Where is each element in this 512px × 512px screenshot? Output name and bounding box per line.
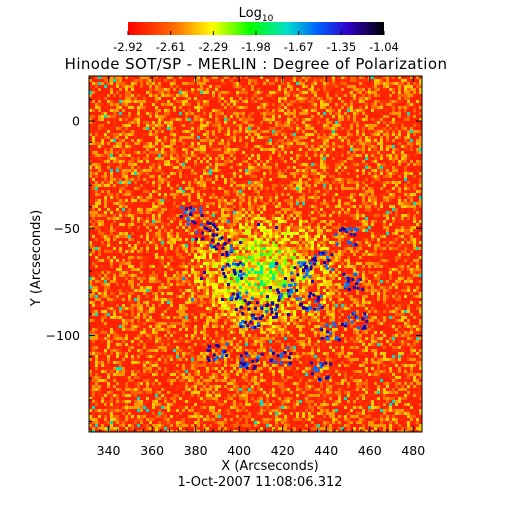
colorbar-tick-label: -1.98 — [241, 40, 271, 54]
y-tick-label: 0 — [72, 114, 80, 129]
x-tick-label: 460 — [358, 443, 382, 458]
x-tick-label: 340 — [97, 443, 121, 458]
colorbar-tick-label: -1.04 — [369, 40, 399, 54]
chart-title: Hinode SOT/SP - MERLIN : Degree of Polar… — [65, 55, 448, 73]
x-tick-label: 440 — [314, 443, 338, 458]
y-axis: 0 −50 −100 — [46, 77, 422, 422]
y-tick-label: −100 — [46, 328, 80, 343]
colorbar-ticks: -2.92 -2.61 -2.29 -1.98 -1.67 -1.35 -1.04 — [113, 31, 399, 54]
colorbar-tick-label: -2.92 — [113, 40, 143, 54]
x-tick-label: 480 — [401, 443, 425, 458]
colorbar-tick-label: -2.61 — [156, 40, 186, 54]
plot-frame — [88, 75, 423, 433]
y-tick-label: −50 — [54, 221, 80, 236]
x-tick-label: 400 — [227, 443, 251, 458]
observation-timestamp: 1-Oct-2007 11:08:06.312 — [177, 475, 342, 490]
colorbar-tick-label: -1.67 — [284, 40, 314, 54]
x-tick-label: 420 — [271, 443, 295, 458]
heatmap — [89, 76, 422, 432]
colorbar-tick-label: -1.35 — [326, 40, 356, 54]
x-axis: 340 360 380 400 420 440 460 480 — [90, 76, 425, 458]
y-axis-label: Y (Arcseconds) — [29, 210, 44, 307]
colorbar — [128, 22, 384, 35]
x-axis-label: X (Arcseconds) — [221, 459, 318, 474]
x-tick-label: 380 — [184, 443, 208, 458]
colorbar-label: Log10 — [239, 6, 274, 24]
colorbar-tick-label: -2.29 — [198, 40, 228, 54]
x-tick-label: 360 — [140, 443, 164, 458]
heatmap-cells — [89, 76, 422, 432]
